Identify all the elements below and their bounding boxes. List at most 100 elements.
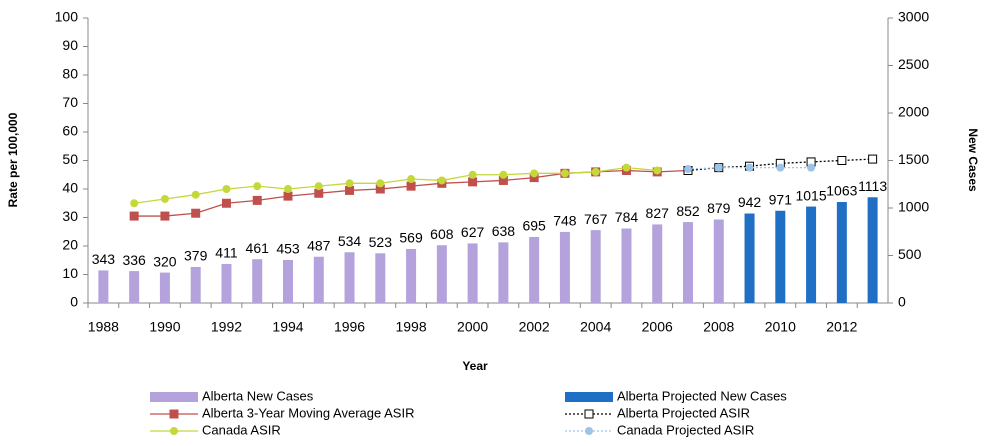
point [160, 211, 170, 221]
legend-label: Alberta Projected New Cases [617, 388, 787, 403]
bar-label: 1113 [858, 178, 887, 194]
bar [344, 252, 355, 303]
bar-label: 767 [584, 211, 608, 227]
point [191, 208, 201, 218]
point [807, 163, 816, 172]
x-tick-label: 2006 [642, 319, 673, 335]
point [406, 181, 416, 191]
y-tick-label: 20 [62, 237, 78, 253]
y-tick-label: 90 [62, 37, 78, 53]
point [684, 165, 692, 174]
legend-marker [170, 427, 178, 435]
bar-label: 695 [522, 218, 546, 234]
bar [375, 253, 386, 303]
y-tick-label: 50 [62, 151, 78, 167]
bar [252, 259, 263, 303]
y-tick-label: 60 [62, 123, 78, 139]
point [714, 163, 723, 172]
y-axis-title: Rate per 100,000 [6, 112, 20, 207]
legend-swatch [150, 392, 198, 402]
point [407, 175, 416, 184]
y-tick-label: 30 [62, 208, 78, 224]
bar [98, 270, 109, 303]
bar [283, 259, 293, 303]
y-tick-label: 100 [55, 9, 79, 25]
bar [867, 197, 878, 303]
legend-label: Alberta 3-Year Moving Average ASIR [202, 405, 414, 420]
bar-label: 1015 [795, 187, 826, 203]
bar [159, 272, 170, 303]
bar [129, 271, 140, 303]
point [191, 190, 200, 199]
bar-label: 971 [769, 191, 793, 207]
bar-label: 343 [92, 251, 116, 267]
x-tick-label: 1998 [395, 319, 426, 335]
y2-axis-title: New Cases [966, 128, 980, 192]
bar-label: 942 [738, 194, 762, 210]
point [345, 185, 355, 195]
bar [806, 206, 817, 303]
bar-label: 453 [276, 241, 300, 257]
bar-label: 1063 [826, 183, 857, 199]
bar-label: 748 [553, 213, 577, 229]
bar-label: 534 [338, 233, 362, 249]
point [129, 211, 139, 221]
bar-label: 608 [430, 226, 454, 242]
y2-tick-label: 3000 [898, 9, 929, 25]
bar [836, 202, 847, 303]
bar [436, 245, 447, 303]
bar [190, 266, 201, 303]
point [222, 185, 231, 193]
bar [529, 236, 540, 303]
bar-label: 879 [707, 200, 731, 216]
point [252, 195, 262, 205]
bar [467, 243, 478, 303]
x-tick-label: 1994 [272, 319, 303, 335]
legend-marker [585, 427, 593, 435]
y-tick-label: 70 [62, 94, 78, 110]
bar-label: 487 [307, 237, 331, 253]
y-tick-label: 40 [62, 180, 78, 196]
point [530, 169, 539, 178]
x-tick-label: 1988 [88, 319, 119, 335]
x-axis-title: Year [462, 359, 488, 373]
point [468, 170, 477, 179]
legend-swatch [565, 392, 613, 402]
y2-tick-label: 500 [898, 246, 922, 262]
point [376, 179, 385, 188]
x-tick-label: 2004 [580, 319, 611, 335]
y-tick-label: 10 [62, 265, 78, 281]
bar [590, 230, 601, 303]
point [437, 176, 446, 185]
x-tick-label: 2002 [519, 319, 550, 335]
y2-tick-label: 2500 [898, 56, 929, 72]
point [160, 194, 169, 203]
bar [498, 242, 509, 303]
x-tick-label: 2000 [457, 319, 488, 335]
y2-tick-label: 1000 [898, 199, 929, 215]
bar-label: 852 [676, 203, 700, 219]
bar [683, 222, 693, 303]
legend-label: Canada ASIR [202, 422, 281, 437]
x-tick-label: 2012 [826, 319, 857, 335]
point [345, 179, 354, 188]
legend-label: Canada Projected ASIR [617, 422, 754, 437]
legend-marker [584, 409, 594, 419]
point [253, 182, 262, 191]
bar [621, 228, 632, 303]
series-line [134, 166, 658, 204]
point [653, 166, 662, 175]
point [221, 198, 231, 208]
x-tick-label: 2008 [703, 319, 734, 335]
x-tick-label: 1990 [149, 319, 180, 335]
point [560, 169, 569, 178]
bar-label: 320 [153, 253, 177, 269]
bar [221, 263, 232, 303]
legend-label: Alberta Projected ASIR [617, 405, 750, 420]
bar-label: 461 [246, 240, 270, 256]
bar [775, 210, 786, 303]
bar-label: 827 [646, 205, 670, 221]
y2-tick-label: 1500 [898, 151, 929, 167]
point [314, 188, 324, 198]
